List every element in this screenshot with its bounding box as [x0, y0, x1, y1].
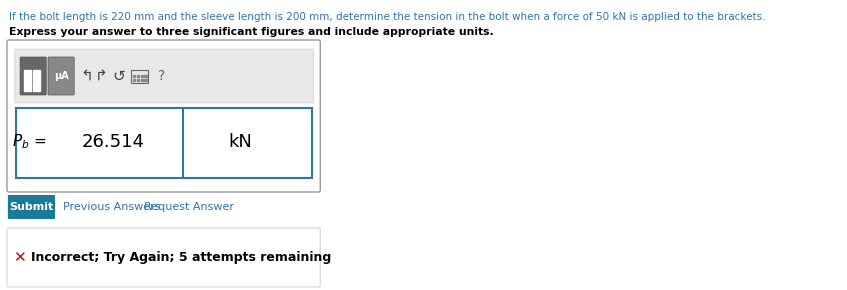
Bar	[145, 75, 147, 77]
Bar	[131, 70, 148, 83]
Bar	[136, 79, 139, 81]
Bar	[133, 79, 136, 81]
Bar	[33, 81, 40, 91]
Text: μA: μA	[53, 71, 69, 81]
Text: ↺: ↺	[113, 68, 125, 84]
FancyBboxPatch shape	[7, 228, 320, 287]
Text: 26.514: 26.514	[82, 133, 145, 151]
Text: Previous Answers: Previous Answers	[63, 202, 160, 212]
Bar	[141, 79, 143, 81]
Bar	[141, 75, 143, 77]
Text: ↰: ↰	[80, 68, 93, 84]
Bar	[24, 81, 30, 91]
FancyBboxPatch shape	[7, 40, 320, 192]
FancyBboxPatch shape	[8, 195, 55, 219]
Bar	[24, 70, 30, 80]
Bar	[145, 79, 147, 81]
Text: ?: ?	[158, 69, 165, 83]
FancyBboxPatch shape	[20, 57, 47, 95]
Text: kN: kN	[228, 133, 252, 151]
FancyBboxPatch shape	[16, 108, 313, 178]
Text: Submit: Submit	[9, 202, 53, 212]
FancyBboxPatch shape	[15, 49, 313, 103]
Text: ✕: ✕	[13, 251, 25, 266]
Text: ↱: ↱	[95, 68, 108, 84]
Bar	[133, 75, 136, 77]
FancyBboxPatch shape	[48, 57, 75, 95]
Text: Incorrect; Try Again; 5 attempts remaining: Incorrect; Try Again; 5 attempts remaini…	[30, 251, 331, 264]
Bar	[136, 75, 139, 77]
Text: Request Answer: Request Answer	[144, 202, 234, 212]
Bar	[33, 70, 40, 80]
Text: If the bolt length is 220 mm and the sleeve length is 200 mm, determine the tens: If the bolt length is 220 mm and the sle…	[8, 12, 765, 22]
Text: Express your answer to three significant figures and include appropriate units.: Express your answer to three significant…	[8, 27, 494, 37]
Text: $P_b$ =: $P_b$ =	[12, 133, 47, 151]
